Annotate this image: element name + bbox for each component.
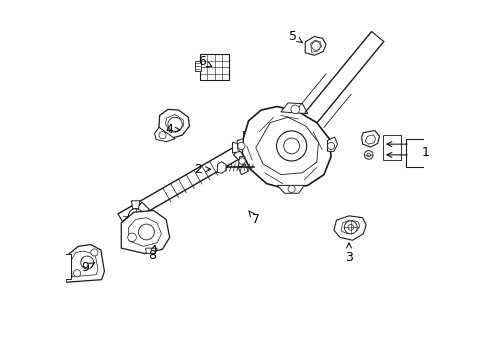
Polygon shape (239, 165, 248, 175)
Polygon shape (327, 137, 338, 151)
Text: 9: 9 (81, 261, 95, 274)
Polygon shape (60, 253, 71, 279)
Circle shape (128, 233, 136, 242)
Circle shape (74, 270, 81, 277)
Circle shape (365, 150, 373, 159)
Circle shape (159, 132, 166, 139)
Polygon shape (131, 201, 140, 209)
Polygon shape (159, 109, 190, 139)
Circle shape (139, 224, 154, 240)
Polygon shape (362, 131, 379, 147)
Polygon shape (146, 248, 157, 253)
Circle shape (238, 142, 245, 149)
Polygon shape (281, 103, 308, 114)
Text: 8: 8 (148, 246, 156, 262)
Circle shape (128, 209, 143, 223)
Polygon shape (237, 139, 243, 153)
Polygon shape (64, 244, 104, 282)
Polygon shape (239, 157, 245, 169)
Circle shape (276, 131, 307, 161)
Polygon shape (143, 212, 151, 220)
Circle shape (344, 221, 357, 234)
Polygon shape (305, 37, 326, 55)
Text: 5: 5 (290, 30, 302, 43)
Circle shape (91, 249, 98, 256)
Text: 6: 6 (198, 55, 212, 68)
Polygon shape (242, 107, 331, 189)
Polygon shape (243, 132, 254, 140)
Polygon shape (334, 216, 366, 240)
Circle shape (327, 142, 335, 149)
Circle shape (241, 140, 256, 156)
Polygon shape (218, 162, 226, 173)
Polygon shape (232, 142, 241, 153)
Circle shape (348, 225, 354, 230)
Polygon shape (122, 202, 149, 229)
Circle shape (284, 138, 299, 154)
Circle shape (239, 158, 245, 164)
Bar (383, 135, 401, 160)
Text: 3: 3 (345, 243, 353, 264)
Circle shape (288, 185, 295, 193)
Polygon shape (277, 185, 304, 193)
Polygon shape (234, 133, 264, 163)
Text: 1: 1 (422, 146, 430, 159)
Text: 2: 2 (195, 163, 211, 176)
Bar (406, 139, 428, 167)
Circle shape (291, 105, 299, 114)
Bar (195, 61, 200, 71)
Circle shape (367, 153, 370, 157)
Polygon shape (122, 211, 170, 253)
Circle shape (81, 256, 94, 269)
Text: 4: 4 (166, 123, 180, 136)
Text: 7: 7 (249, 211, 260, 226)
Bar (200, 54, 229, 80)
Polygon shape (155, 127, 175, 141)
Circle shape (312, 41, 320, 50)
Circle shape (168, 117, 182, 132)
